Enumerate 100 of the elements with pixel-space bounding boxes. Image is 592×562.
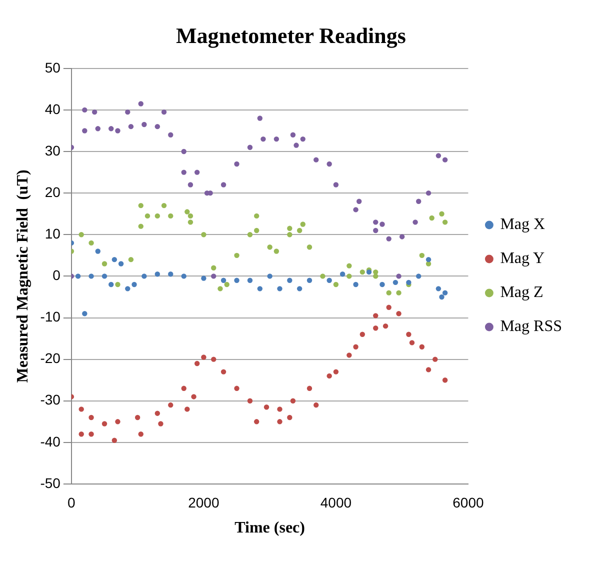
chart-title: Magnetometer Readings bbox=[176, 22, 406, 48]
point bbox=[416, 274, 422, 279]
point bbox=[399, 234, 405, 240]
point bbox=[112, 256, 118, 262]
point bbox=[416, 198, 422, 204]
point bbox=[154, 272, 160, 277]
point bbox=[88, 240, 94, 246]
point bbox=[194, 360, 200, 366]
point bbox=[224, 282, 230, 288]
point bbox=[168, 132, 174, 138]
point bbox=[181, 148, 186, 154]
x-axis-title: Time (sec) bbox=[234, 520, 305, 537]
point bbox=[234, 252, 240, 258]
x-tick-label: 0 bbox=[68, 494, 76, 510]
y-axis-title: Measured Magnetic Field (uT) bbox=[14, 170, 32, 383]
point bbox=[306, 244, 312, 250]
point bbox=[220, 278, 226, 283]
point bbox=[102, 274, 108, 279]
point bbox=[353, 207, 358, 212]
point bbox=[161, 202, 167, 208]
point bbox=[260, 136, 266, 142]
point bbox=[287, 278, 292, 283]
point bbox=[154, 213, 160, 219]
legend-label: Mag X bbox=[500, 216, 546, 234]
y-tick-label: -20 bbox=[40, 350, 61, 366]
point bbox=[333, 282, 339, 288]
point bbox=[314, 402, 319, 408]
point bbox=[409, 340, 415, 346]
point bbox=[392, 280, 398, 286]
y-tick-label: -10 bbox=[40, 308, 61, 325]
point bbox=[138, 202, 144, 208]
point bbox=[102, 261, 108, 266]
point bbox=[382, 323, 388, 329]
point bbox=[412, 220, 418, 225]
point bbox=[294, 142, 299, 148]
point bbox=[188, 182, 194, 188]
point bbox=[234, 386, 240, 392]
point bbox=[274, 248, 280, 254]
point bbox=[142, 274, 147, 279]
point bbox=[406, 332, 412, 337]
point bbox=[125, 286, 130, 292]
point bbox=[333, 182, 339, 188]
point bbox=[88, 274, 94, 279]
point bbox=[432, 356, 438, 362]
point bbox=[95, 248, 100, 254]
point bbox=[254, 213, 260, 219]
point bbox=[201, 276, 206, 281]
point bbox=[353, 282, 358, 288]
point bbox=[267, 244, 272, 250]
point bbox=[314, 157, 319, 162]
point bbox=[356, 198, 362, 204]
point bbox=[326, 278, 332, 283]
legend-label: Mag RSS bbox=[500, 318, 562, 336]
point bbox=[78, 406, 84, 412]
point bbox=[290, 132, 296, 138]
y-tick-label: 0 bbox=[52, 267, 61, 284]
point bbox=[234, 278, 240, 283]
point bbox=[346, 352, 352, 358]
point bbox=[396, 311, 402, 316]
point bbox=[346, 263, 352, 268]
x-tick-label: 6000 bbox=[452, 494, 484, 510]
point bbox=[138, 224, 144, 229]
point bbox=[320, 274, 326, 279]
point bbox=[184, 406, 190, 412]
point bbox=[360, 332, 365, 337]
point bbox=[78, 432, 84, 437]
point bbox=[201, 354, 206, 360]
point bbox=[161, 109, 167, 115]
point bbox=[442, 290, 448, 296]
point bbox=[426, 190, 432, 196]
point bbox=[128, 256, 134, 262]
y-tick-label: -50 bbox=[40, 474, 61, 491]
point bbox=[436, 153, 442, 158]
point bbox=[396, 290, 402, 296]
point bbox=[386, 304, 392, 310]
point bbox=[247, 398, 253, 404]
point bbox=[306, 278, 312, 283]
point bbox=[326, 373, 332, 379]
point bbox=[132, 282, 137, 288]
point bbox=[115, 128, 120, 134]
x-tick-label: 4000 bbox=[320, 494, 352, 510]
point bbox=[154, 410, 160, 416]
point bbox=[300, 136, 306, 142]
point bbox=[287, 232, 292, 238]
point bbox=[373, 220, 378, 225]
point bbox=[95, 126, 100, 132]
point bbox=[168, 213, 174, 219]
point bbox=[168, 402, 174, 408]
point bbox=[188, 213, 194, 219]
point bbox=[247, 144, 253, 150]
point bbox=[184, 209, 190, 214]
point bbox=[102, 421, 108, 426]
point bbox=[78, 232, 84, 238]
point bbox=[287, 226, 292, 232]
point bbox=[373, 269, 378, 275]
point bbox=[439, 294, 444, 300]
point bbox=[386, 236, 392, 242]
point bbox=[82, 311, 88, 316]
point bbox=[326, 161, 332, 167]
point bbox=[300, 222, 306, 227]
